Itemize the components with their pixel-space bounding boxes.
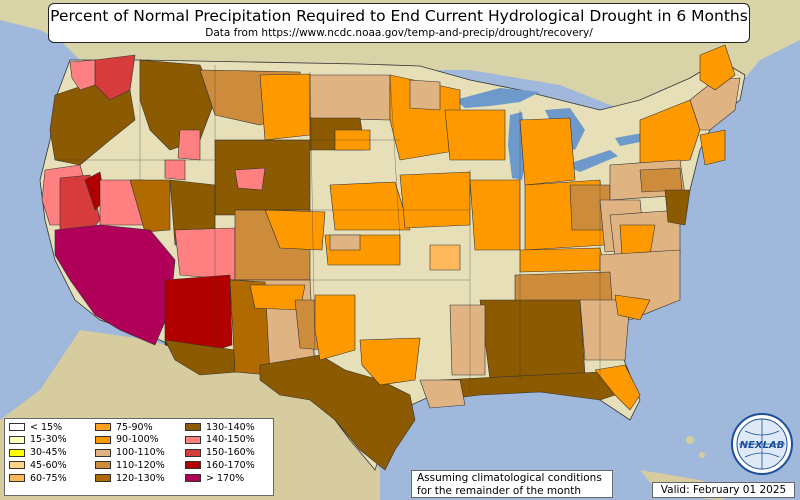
legend-item: 110-120% <box>95 459 165 471</box>
legend-swatch <box>9 448 25 457</box>
legend-swatch <box>185 461 201 470</box>
legend-swatch <box>95 448 111 457</box>
legend-item: 30-45% <box>9 447 67 459</box>
legend-item: 90-100% <box>95 434 165 446</box>
legend-item: < 15% <box>9 421 67 433</box>
bahamas-2 <box>699 452 705 458</box>
legend-item: 15-30% <box>9 434 67 446</box>
legend-swatch <box>9 461 25 470</box>
legend-swatch <box>9 435 25 444</box>
region-new-york <box>639 99 701 166</box>
logo-text: NEXLAB <box>740 440 785 451</box>
legend: < 15% 15-30% 30-45% 45-60% 60-75% 75-90%… <box>4 418 274 496</box>
legend-swatch <box>9 423 25 431</box>
region-texas <box>259 354 416 471</box>
legend-swatch <box>185 474 201 483</box>
legend-swatch <box>185 423 201 431</box>
region-iowa <box>399 171 471 229</box>
legend-item: 140-150% <box>185 434 255 446</box>
map-title: Percent of Normal Precipitation Required… <box>50 7 748 25</box>
legend-swatch <box>95 423 111 431</box>
legend-item: 60-75% <box>9 472 67 484</box>
region-montana-orange <box>259 73 311 141</box>
lake-erie <box>565 150 618 172</box>
title-box: Percent of Normal Precipitation Required… <box>48 3 750 43</box>
legend-swatch <box>95 435 111 444</box>
nexlab-logo: NEXLAB <box>731 413 793 475</box>
legend-swatch <box>185 435 201 444</box>
region-michigan <box>519 117 576 186</box>
assumption-note: Assuming climatological conditions for t… <box>411 470 613 498</box>
region-louisiana <box>419 379 466 409</box>
drought-regions <box>41 44 741 471</box>
bahamas <box>686 436 694 444</box>
region-nevada-brown <box>129 179 171 233</box>
legend-item: 120-130% <box>95 472 165 484</box>
region-maryland <box>664 189 691 226</box>
region-illinois <box>469 179 521 251</box>
region-wisconsin <box>444 109 506 161</box>
legend-item: 45-60% <box>9 459 67 471</box>
region-minnesota-tan <box>409 79 441 111</box>
region-pa-brown <box>639 167 683 193</box>
region-ms-tan <box>449 304 486 376</box>
legend-item: 130-140% <box>185 421 255 433</box>
lake-superior <box>455 88 540 108</box>
legend-item: 100-110% <box>95 447 165 459</box>
legend-column-2: 75-90% 90-100% 100-110% 110-120% 120-130… <box>95 421 165 485</box>
region-minnesota <box>389 74 461 161</box>
region-maine-orange <box>699 44 736 91</box>
region-kentucky <box>519 247 606 273</box>
legend-item: > 170% <box>185 472 255 484</box>
region-oklahoma <box>429 244 461 271</box>
legend-swatch <box>185 448 201 457</box>
region-washington-pink <box>69 59 96 91</box>
region-idaho-pink <box>164 159 186 181</box>
state-borders <box>55 60 601 390</box>
legend-swatch <box>9 474 25 483</box>
region-georgia-orange <box>614 294 651 321</box>
note-line-2: for the remainder of the month <box>417 484 582 497</box>
region-colorado-orange <box>264 209 326 251</box>
legend-column-3: 130-140% 140-150% 150-160% 160-170% > 17… <box>185 421 255 485</box>
map-subtitle: Data from https://www.ncdc.noaa.gov/temp… <box>205 27 593 39</box>
region-north-dakota <box>309 74 391 121</box>
region-texas-panhandle <box>314 294 356 361</box>
region-tennessee <box>514 271 613 303</box>
region-ne-coast <box>699 129 726 166</box>
region-utah-pink <box>174 227 236 281</box>
region-florida <box>594 364 641 411</box>
legend-item: 75-90% <box>95 421 165 433</box>
region-texas-east <box>359 337 421 386</box>
legend-column-1: < 15% 15-30% 30-45% 45-60% 60-75% <box>9 421 67 485</box>
valid-date: Valid: February 01 2025 <box>652 482 795 498</box>
legend-swatch <box>95 474 111 483</box>
region-nebraska <box>329 181 411 231</box>
legend-item: 160-170% <box>185 459 255 471</box>
note-line-1: Assuming climatological conditions <box>417 472 602 484</box>
region-so-cal-magenta <box>54 224 176 346</box>
legend-item: 150-160% <box>185 447 255 459</box>
region-georgia <box>579 299 631 361</box>
region-kansas-tan <box>329 234 361 251</box>
region-wyoming-pink <box>234 167 266 191</box>
region-oregon-pink <box>177 129 201 161</box>
legend-swatch <box>95 461 111 470</box>
region-mississippi-alabama <box>479 299 586 381</box>
region-va-orange <box>619 224 656 256</box>
